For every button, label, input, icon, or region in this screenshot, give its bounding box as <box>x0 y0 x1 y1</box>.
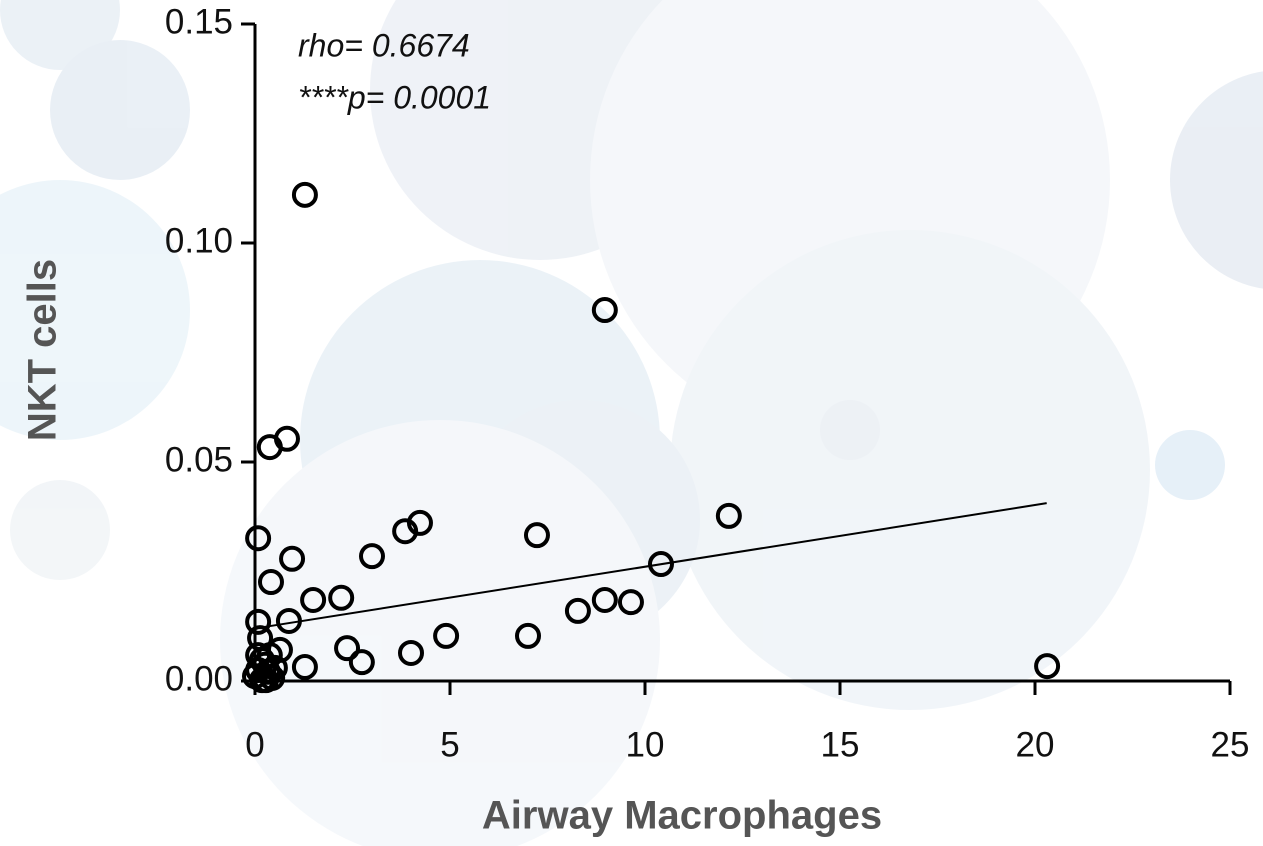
point <box>328 584 355 611</box>
y-axis-title: NKT cells <box>21 259 65 441</box>
point <box>617 589 644 616</box>
point <box>291 653 318 680</box>
point <box>334 635 361 662</box>
point <box>591 586 618 613</box>
annotation: ****p= 0.0001 <box>298 79 491 115</box>
point <box>245 525 272 552</box>
annotation: rho= 0.6674 <box>298 27 470 63</box>
point <box>256 642 283 669</box>
point <box>348 649 375 676</box>
x-tick-label: 10 <box>626 725 665 764</box>
point <box>359 543 385 570</box>
point <box>398 639 424 666</box>
point <box>257 569 284 596</box>
x-tick-label: 0 <box>245 725 264 764</box>
point <box>523 522 550 549</box>
y-tick-label: 0.00 <box>165 659 233 698</box>
point <box>291 181 318 208</box>
point <box>515 622 541 649</box>
y-tick-label: 0.15 <box>165 2 233 41</box>
y-tick-label: 0.05 <box>165 440 233 479</box>
point <box>252 667 279 694</box>
point <box>433 622 460 649</box>
point <box>300 586 327 613</box>
point <box>275 607 302 634</box>
point <box>279 545 306 572</box>
point <box>406 509 433 536</box>
point <box>647 551 674 578</box>
point <box>256 434 283 461</box>
x-tick-label: 25 <box>1211 725 1250 764</box>
point <box>591 297 618 324</box>
x-tick-label: 20 <box>1016 725 1055 764</box>
point <box>245 642 272 669</box>
y-tick-label: 0.10 <box>165 221 233 260</box>
x-tick-label: 5 <box>440 725 459 764</box>
x-tick-label: 15 <box>821 725 860 764</box>
point <box>245 608 272 635</box>
x-axis-title: Airway Macrophages <box>482 794 882 838</box>
point <box>564 597 591 624</box>
point <box>715 502 742 529</box>
point <box>1034 653 1061 680</box>
